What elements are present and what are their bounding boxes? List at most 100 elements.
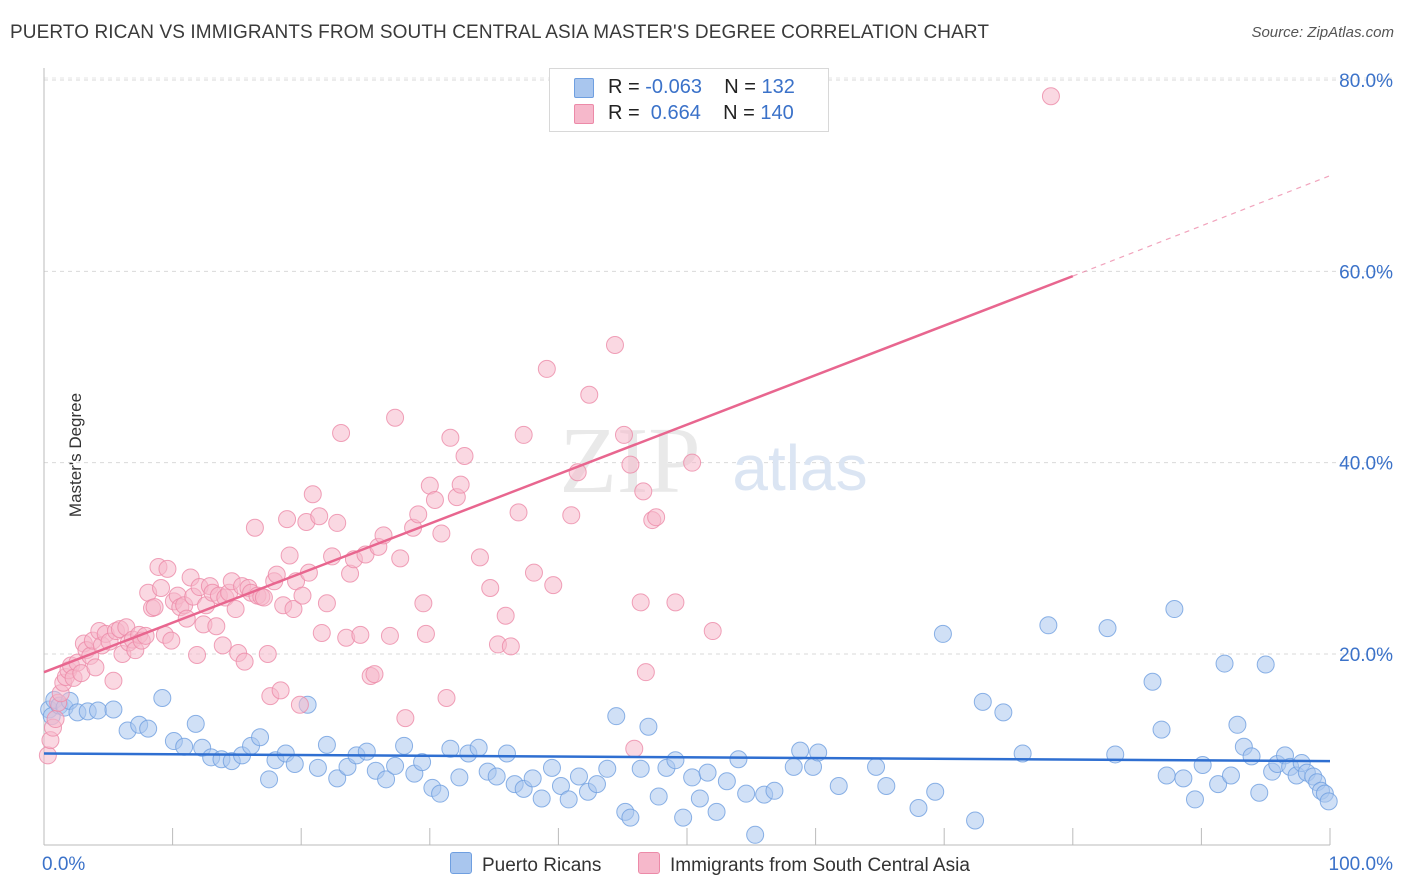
data-point (278, 510, 297, 529)
data-point (666, 751, 685, 770)
data-point (437, 689, 456, 708)
data-point (631, 593, 650, 612)
trend-lines (43, 175, 1331, 763)
data-point (729, 750, 748, 769)
data-point (153, 689, 172, 708)
data-point (559, 790, 578, 809)
bottom-legend-label: Puerto Ricans (482, 855, 602, 876)
data-point (514, 425, 533, 444)
data-point (293, 586, 312, 605)
data-point (551, 777, 570, 796)
legend-r-value: -0.063 (645, 76, 702, 98)
legend-r-label: R = (608, 76, 640, 98)
bottom-legend-swatch-pink (638, 852, 660, 874)
data-point (441, 739, 460, 758)
data-point (1250, 783, 1269, 802)
data-point (365, 665, 384, 684)
data-point (104, 700, 123, 719)
data-point (357, 742, 376, 761)
data-point (1013, 744, 1032, 763)
data-point (717, 772, 736, 791)
data-point (1165, 600, 1184, 619)
data-point (470, 548, 489, 567)
legend-n-value: 132 (761, 76, 795, 98)
data-point (1209, 775, 1228, 794)
data-point (284, 600, 303, 619)
data-point (809, 743, 828, 762)
data-point (625, 739, 644, 758)
data-point (469, 738, 488, 757)
data-point (386, 756, 405, 775)
data-point (89, 701, 108, 720)
data-point (395, 736, 414, 755)
gridlines (44, 77, 1394, 655)
y-axis-label: Master's Degree (66, 392, 86, 518)
data-point (86, 658, 105, 677)
data-point (690, 789, 709, 808)
data-point (877, 777, 896, 796)
data-point (450, 768, 469, 787)
chart-title: PUERTO RICAN VS IMMIGRANTS FROM SOUTH CE… (10, 22, 990, 43)
data-point (666, 593, 685, 612)
data-point (425, 490, 444, 509)
data-point (441, 428, 460, 447)
y-tick-label: 20.0% (1339, 645, 1393, 666)
data-point (542, 758, 561, 777)
data-point (317, 594, 336, 613)
data-point (496, 606, 515, 625)
puerto-ricans-points (40, 600, 1338, 844)
bottom-legend-puerto-ricans: Puerto Ricans (450, 852, 601, 877)
data-point (312, 623, 331, 642)
data-point (431, 784, 450, 803)
data-point (909, 799, 928, 818)
data-point (380, 626, 399, 645)
data-point (509, 503, 528, 522)
data-point (639, 717, 658, 736)
data-point (1098, 619, 1117, 638)
data-point (683, 453, 702, 472)
data-point (1185, 790, 1204, 809)
data-point (791, 741, 810, 760)
data-point (451, 475, 470, 494)
data-point (587, 775, 606, 794)
data-point (501, 637, 520, 656)
data-point (569, 767, 588, 786)
data-point (158, 559, 177, 578)
data-point (251, 728, 270, 747)
bottom-legend-label: Immigrants from South Central Asia (670, 855, 970, 876)
data-point (544, 576, 563, 595)
data-point (598, 759, 617, 778)
trend-line-extension (1072, 175, 1331, 277)
data-point (188, 645, 207, 664)
x-tick-label: 100.0% (1329, 854, 1394, 875)
data-point (580, 385, 599, 404)
trend-line-puerto-ricans (43, 752, 1331, 763)
bottom-legend-south-central-asia: Immigrants from South Central Asia (638, 852, 970, 877)
data-point (649, 787, 668, 806)
data-point (829, 777, 848, 796)
data-point (966, 811, 985, 830)
data-point (523, 769, 542, 788)
source-label: Source: ZipAtlas.com (1251, 24, 1394, 41)
data-point (226, 600, 245, 619)
x-tick-label: 0.0% (42, 854, 85, 875)
data-point (487, 767, 506, 786)
data-point (1215, 654, 1234, 673)
data-point (1256, 655, 1275, 674)
tick-labels: 20.0% 40.0% 60.0% 80.0% 0.0% 100.0% (42, 71, 1393, 875)
data-point (1228, 715, 1247, 734)
y-tick-label: 80.0% (1339, 71, 1393, 92)
data-point (310, 507, 329, 526)
data-point (285, 755, 304, 774)
data-point (254, 588, 273, 607)
data-point (162, 631, 181, 650)
y-tick-label: 60.0% (1339, 262, 1393, 283)
data-point (1041, 87, 1060, 106)
data-point (317, 735, 336, 754)
data-point (524, 563, 543, 582)
data-point (634, 482, 653, 501)
data-point (1143, 672, 1162, 691)
data-point (532, 789, 551, 808)
data-point (631, 759, 650, 778)
